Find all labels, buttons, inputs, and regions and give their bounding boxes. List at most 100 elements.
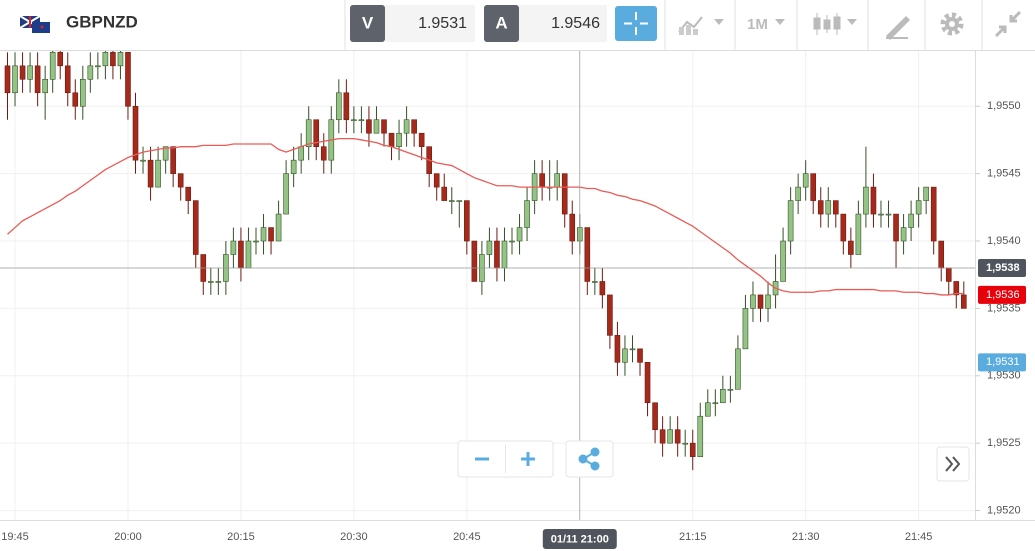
crosshair-x-box: [542, 529, 617, 549]
candle-type-button[interactable]: [813, 13, 857, 35]
candle-body: [863, 186, 869, 215]
candle-body: [720, 388, 726, 404]
candle-body: [418, 132, 425, 147]
candle-body: [923, 186, 929, 201]
candle-body: [561, 173, 568, 215]
fullscreen-button[interactable]: [994, 10, 1022, 38]
candle-body: [674, 429, 681, 444]
candle-body: [667, 429, 673, 444]
candle-body: [396, 132, 402, 147]
candle-body: [750, 294, 756, 309]
symbol: GBPNZD: [66, 12, 138, 31]
settings-button[interactable]: [940, 12, 964, 36]
candle-body: [448, 200, 455, 202]
candle-body: [682, 442, 689, 445]
candle-body: [245, 240, 252, 269]
candle-body: [132, 105, 139, 161]
candle-body: [208, 281, 214, 283]
candle-body: [840, 213, 847, 242]
candle-body: [456, 200, 463, 202]
candle-body: [471, 240, 478, 282]
crosshair-y-label: 1,9538: [986, 262, 1020, 274]
candle-body: [57, 52, 64, 67]
candle-body: [787, 200, 794, 242]
candle-body: [704, 402, 711, 417]
candle-body: [622, 348, 628, 363]
y-tick-label: 1,9525: [987, 437, 1021, 449]
candle-body: [795, 186, 801, 201]
x-tick-label: 21:30: [792, 531, 820, 543]
draw-tools-button[interactable]: [886, 16, 910, 40]
candle-body: [501, 240, 508, 269]
x-tick-label: 19:45: [1, 531, 29, 543]
candle-body: [19, 65, 26, 80]
candle-body: [554, 173, 560, 188]
price-marker: [978, 285, 1026, 304]
candle-body: [125, 52, 131, 107]
candle-body: [765, 294, 771, 309]
candle-body: [140, 159, 146, 162]
candle-body: [64, 65, 71, 94]
price-marker-label: 1,9531: [986, 356, 1020, 368]
candle-body: [908, 213, 914, 228]
y-tick-label: 1,9545: [987, 168, 1021, 180]
candle-body: [938, 240, 945, 269]
candle-body: [102, 52, 109, 67]
x-tick-label: 21:15: [679, 531, 707, 543]
zoom-in-button[interactable]: [521, 452, 535, 466]
y-tick-label: 1,9520: [987, 504, 1021, 516]
ask-field: [519, 5, 607, 42]
candle-body: [494, 240, 500, 269]
candle-body: [72, 92, 79, 107]
candle-body: [893, 213, 899, 242]
candle-body: [516, 227, 523, 242]
candle-body: [607, 294, 613, 336]
plot-layer: [4, 51, 967, 471]
candle-body: [712, 402, 719, 405]
candle-body: [464, 200, 470, 242]
crosshair-button[interactable]: [615, 6, 657, 41]
candle-body: [343, 92, 350, 121]
y-tick-label: 1,9530: [987, 370, 1021, 382]
price-marker-label: 1,9536: [986, 289, 1020, 301]
candle-body: [486, 240, 493, 255]
candle-body: [12, 65, 18, 94]
candle-body: [80, 79, 86, 107]
bid-label[interactable]: V: [362, 13, 374, 32]
bid-button[interactable]: [350, 5, 385, 42]
candle-body: [42, 79, 48, 94]
scroll-right-icon: [945, 456, 961, 472]
candle-body: [49, 52, 56, 80]
timeframe-caret[interactable]: [775, 19, 785, 25]
candle-body: [735, 348, 741, 390]
share-button[interactable]: [565, 440, 614, 478]
candle-body: [275, 213, 282, 242]
candle-body: [509, 240, 515, 243]
candle-body: [147, 159, 154, 188]
chart-type-button[interactable]: [678, 16, 724, 35]
candle-body: [584, 227, 591, 282]
candle-body: [930, 186, 937, 242]
candle-body: [290, 159, 297, 174]
bid-field: [385, 5, 475, 42]
flag-icon: [19, 15, 50, 33]
grid-layer: [0, 51, 980, 520]
crosshair-y-box: [978, 258, 1026, 277]
candle-body: [260, 227, 267, 242]
candle-body: [599, 281, 606, 296]
candle-body: [689, 442, 696, 457]
ask-button[interactable]: [484, 5, 519, 42]
candle-body: [4, 65, 11, 94]
candle-body: [659, 429, 666, 444]
x-tick-label: 20:00: [114, 531, 142, 543]
candle-body: [433, 173, 440, 188]
timeframe[interactable]: 1M: [747, 16, 768, 33]
candle-body: [110, 52, 116, 67]
candle-body: [238, 240, 244, 269]
candle-body: [177, 173, 184, 188]
y-tick-label: 1,9540: [987, 235, 1021, 247]
candle-body: [697, 415, 704, 457]
x-tick-label: 21:45: [905, 531, 933, 543]
candle-body: [569, 213, 576, 242]
ask-label[interactable]: A: [495, 13, 507, 32]
